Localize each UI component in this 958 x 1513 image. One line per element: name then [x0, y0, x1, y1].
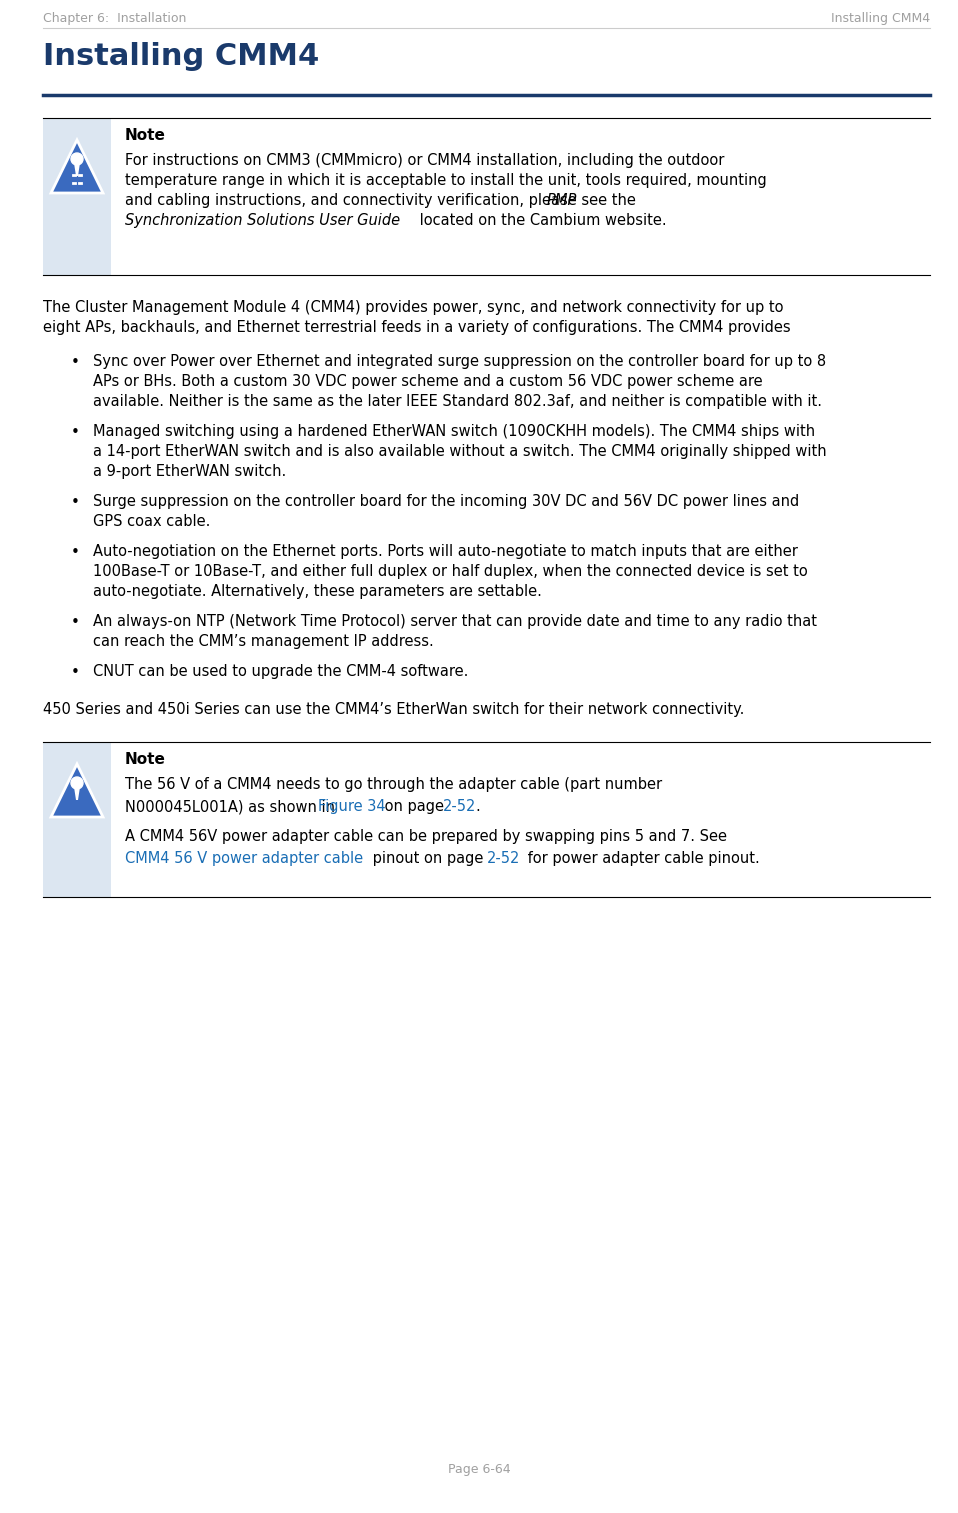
Text: •: •: [71, 666, 80, 679]
Text: •: •: [71, 545, 80, 560]
Text: CMM4 56 V power adapter cable: CMM4 56 V power adapter cable: [125, 850, 363, 865]
Text: Note: Note: [125, 752, 166, 767]
Text: auto-negotiate. Alternatively, these parameters are settable.: auto-negotiate. Alternatively, these par…: [93, 584, 542, 599]
Text: Chapter 6:  Installation: Chapter 6: Installation: [43, 12, 187, 26]
Text: GPS coax cable.: GPS coax cable.: [93, 514, 211, 530]
Text: located on the Cambium website.: located on the Cambium website.: [415, 213, 667, 228]
Polygon shape: [51, 141, 103, 194]
Text: An always-on NTP (Network Time Protocol) server that can provide date and time t: An always-on NTP (Network Time Protocol)…: [93, 614, 817, 629]
Text: Sync over Power over Ethernet and integrated surge suppression on the controller: Sync over Power over Ethernet and integr…: [93, 354, 826, 369]
Text: CNUT can be used to upgrade the CMM-4 software.: CNUT can be used to upgrade the CMM-4 so…: [93, 664, 468, 679]
Text: •: •: [71, 614, 80, 629]
Circle shape: [71, 153, 83, 165]
Text: Figure 34: Figure 34: [318, 799, 386, 814]
Text: 2-52: 2-52: [443, 799, 476, 814]
Circle shape: [71, 778, 83, 788]
Text: 100Base-T or 10Base-T, and either full duplex or half duplex, when the connected: 100Base-T or 10Base-T, and either full d…: [93, 564, 808, 579]
Text: pinout on page: pinout on page: [368, 850, 488, 865]
Text: PMP: PMP: [547, 194, 578, 207]
Text: a 14-port EtherWAN switch and is also available without a switch. The CMM4 origi: a 14-port EtherWAN switch and is also av…: [93, 443, 827, 458]
Text: Surge suppression on the controller board for the incoming 30V DC and 56V DC pow: Surge suppression on the controller boar…: [93, 495, 799, 508]
Text: Synchronization Solutions User Guide: Synchronization Solutions User Guide: [125, 213, 400, 228]
Text: A CMM4 56V power adapter cable can be prepared by swapping pins 5 and 7. See: A CMM4 56V power adapter cable can be pr…: [125, 829, 727, 844]
Text: The Cluster Management Module 4 (CMM4) provides power, sync, and network connect: The Cluster Management Module 4 (CMM4) p…: [43, 300, 784, 315]
Text: Page 6-64: Page 6-64: [447, 1463, 511, 1477]
Text: Auto-negotiation on the Ethernet ports. Ports will auto-negotiate to match input: Auto-negotiation on the Ethernet ports. …: [93, 545, 798, 558]
Text: Installing CMM4: Installing CMM4: [43, 42, 319, 71]
Text: .: .: [475, 799, 480, 814]
Text: 2-52: 2-52: [487, 850, 520, 865]
Text: Installing CMM4: Installing CMM4: [831, 12, 930, 26]
Polygon shape: [74, 787, 80, 800]
Polygon shape: [51, 764, 103, 817]
Text: •: •: [71, 495, 80, 510]
Text: on page: on page: [380, 799, 448, 814]
Text: available. Neither is the same as the later IEEE Standard 802.3af, and neither i: available. Neither is the same as the la…: [93, 393, 822, 409]
Text: 450 Series and 450i Series can use the CMM4’s EtherWan switch for their network : 450 Series and 450i Series can use the C…: [43, 702, 744, 717]
Text: The 56 V of a CMM4 needs to go through the adapter cable (part number: The 56 V of a CMM4 needs to go through t…: [125, 778, 662, 791]
Text: temperature range in which it is acceptable to install the unit, tools required,: temperature range in which it is accepta…: [125, 172, 766, 188]
Text: eight APs, backhauls, and Ethernet terrestrial feeds in a variety of configurati: eight APs, backhauls, and Ethernet terre…: [43, 321, 790, 334]
Text: can reach the CMM’s management IP address.: can reach the CMM’s management IP addres…: [93, 634, 434, 649]
Text: for power adapter cable pinout.: for power adapter cable pinout.: [523, 850, 760, 865]
Text: •: •: [71, 356, 80, 371]
Text: APs or BHs. Both a custom 30 VDC power scheme and a custom 56 VDC power scheme a: APs or BHs. Both a custom 30 VDC power s…: [93, 374, 763, 389]
Text: a 9-port EtherWAN switch.: a 9-port EtherWAN switch.: [93, 464, 286, 480]
Text: Managed switching using a hardened EtherWAN switch (1090CKHH models). The CMM4 s: Managed switching using a hardened Ether…: [93, 424, 815, 439]
Text: and cabling instructions, and connectivity verification, please see the: and cabling instructions, and connectivi…: [125, 194, 641, 207]
FancyBboxPatch shape: [43, 118, 111, 275]
Text: N000045L001A) as shown in: N000045L001A) as shown in: [125, 799, 340, 814]
Polygon shape: [74, 163, 80, 176]
Text: Note: Note: [125, 129, 166, 144]
FancyBboxPatch shape: [43, 741, 111, 897]
Text: For instructions on CMM3 (CMMmicro) or CMM4 installation, including the outdoor: For instructions on CMM3 (CMMmicro) or C…: [125, 153, 724, 168]
Text: •: •: [71, 425, 80, 440]
